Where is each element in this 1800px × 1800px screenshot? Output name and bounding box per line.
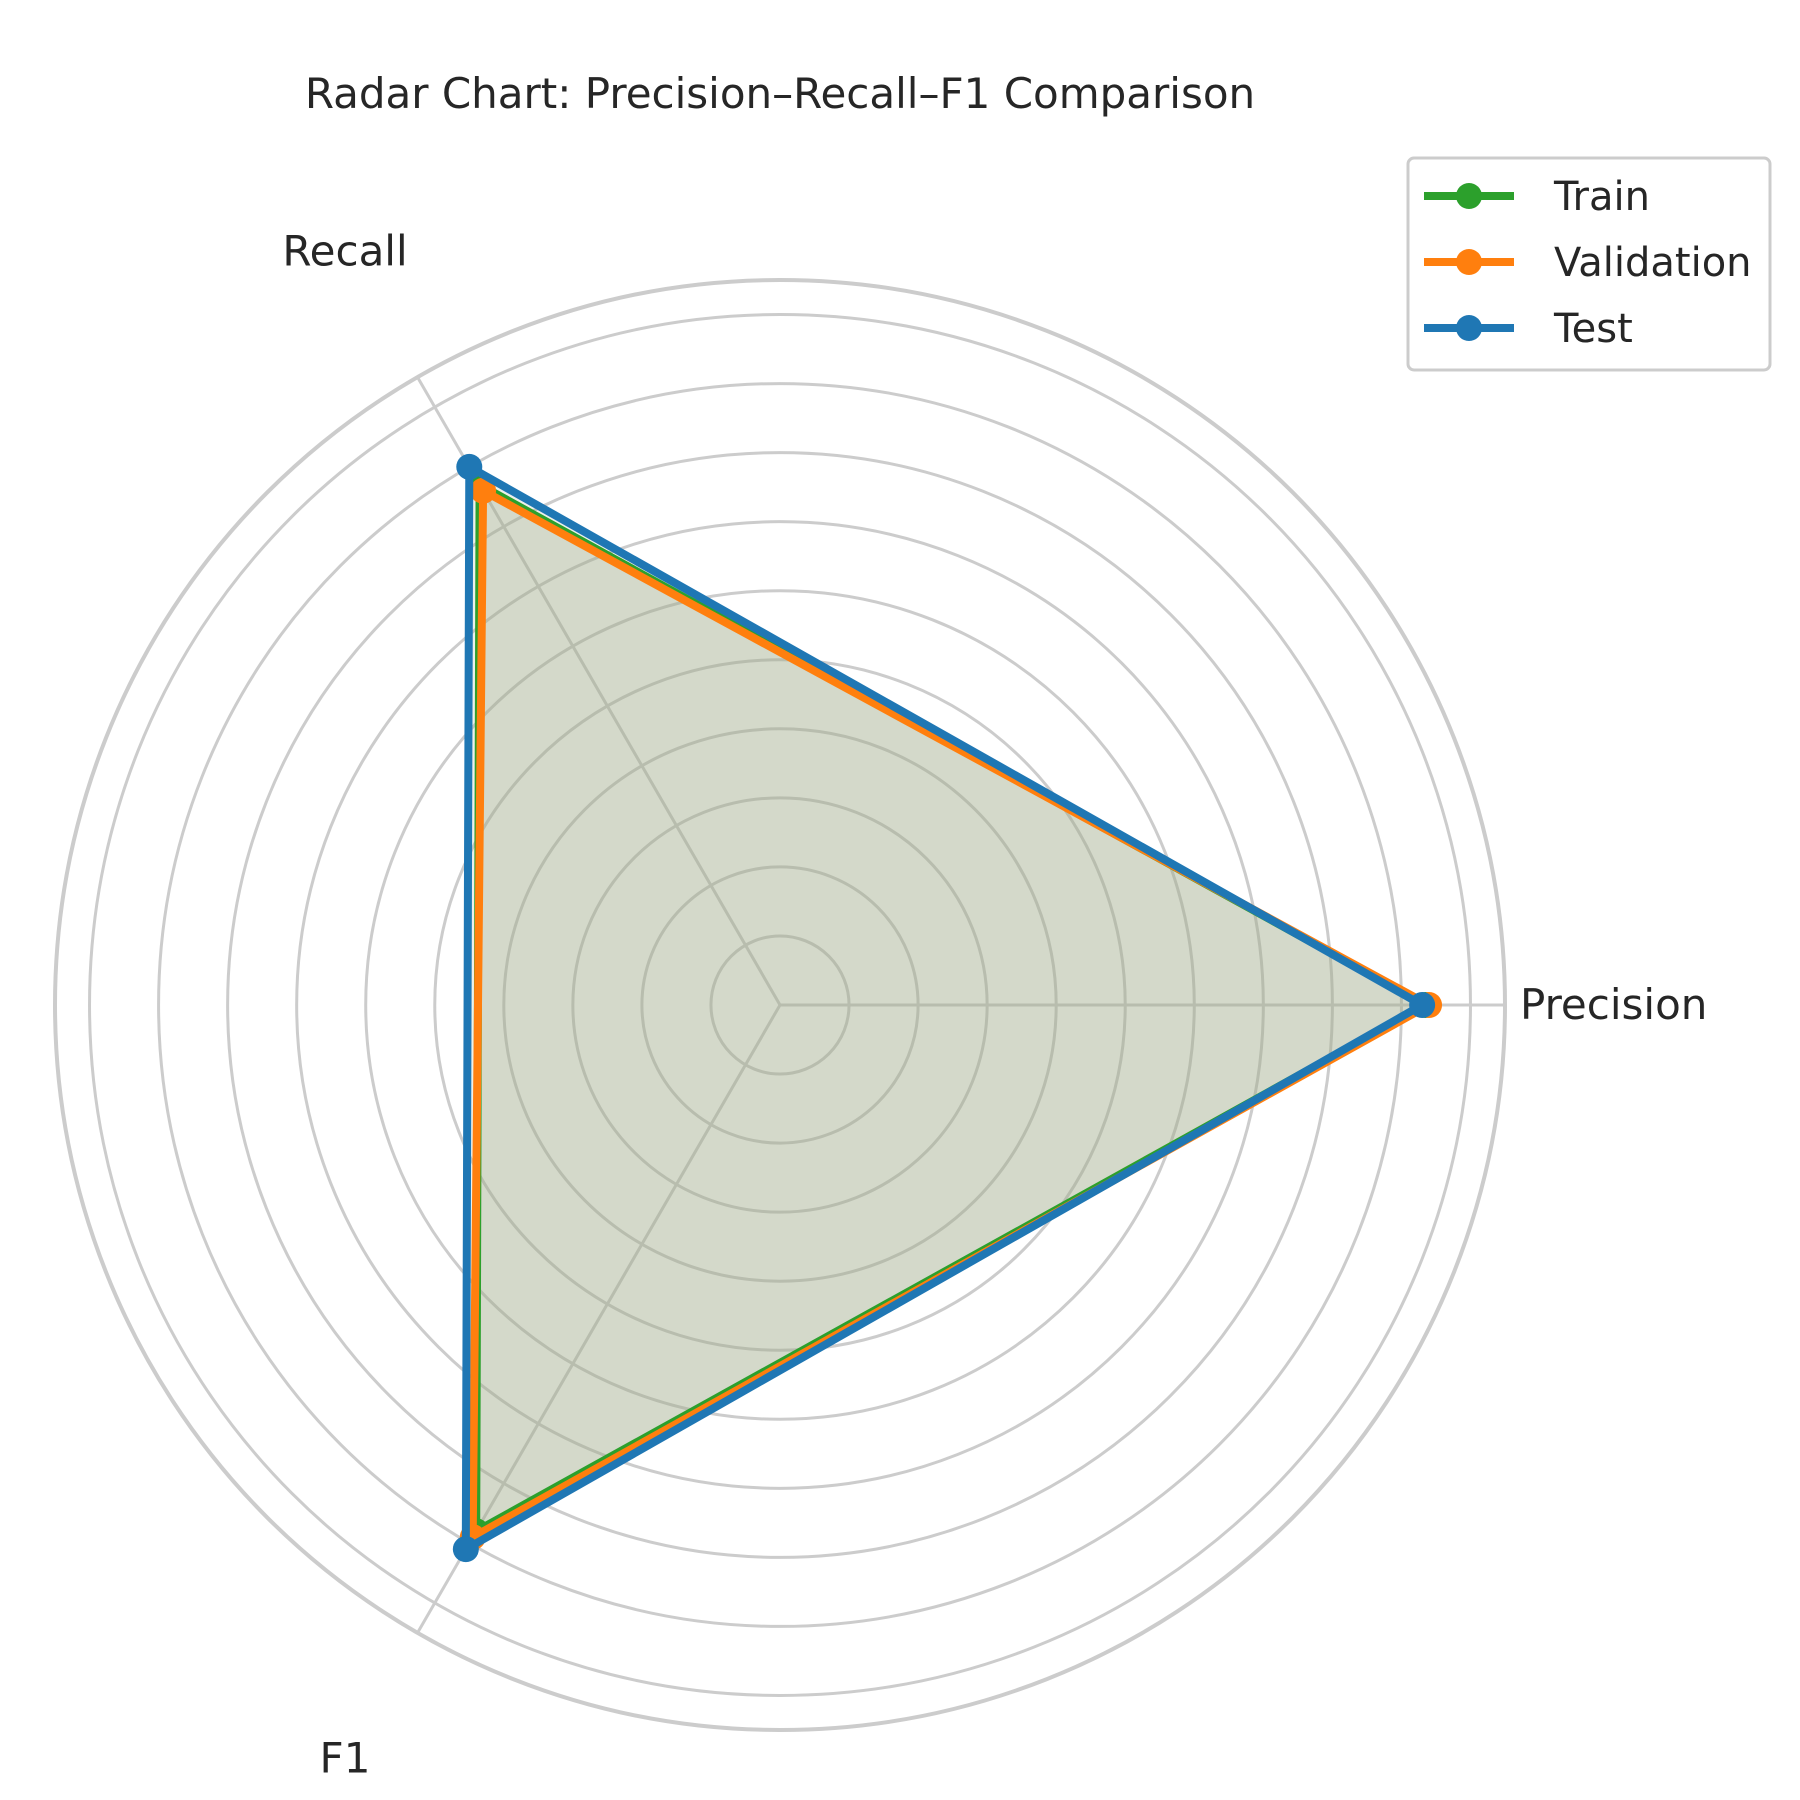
legend: Train Validation Test [1406,156,1772,372]
legend-swatch-marker-test [1456,315,1482,341]
legend-label-train: Train [1553,174,1650,220]
legend-label-test: Test [1553,306,1633,352]
point-validation-recall [470,477,497,504]
series-lines [452,453,1443,1563]
series-fills [465,466,1429,1550]
point-test-precision [1409,992,1436,1018]
series-fill-test [465,466,1423,1550]
legend-swatch-marker-train [1456,183,1482,209]
legend-swatch-marker-validation [1456,249,1482,275]
legend-label-validation: Validation [1554,240,1752,286]
axis-label-recall: Recall [282,227,407,276]
axis-label-precision: Precision [1520,980,1707,1029]
series-fill-train [476,484,1426,1532]
chart-title: Radar Chart: Precision–Recall–F1 Compari… [305,69,1255,118]
point-test-recall [456,453,483,480]
series-line-test [461,462,1427,1554]
series-fill-validation [472,490,1429,1538]
point-test-f1 [452,1536,479,1563]
axis-label-f1: F1 [320,1733,371,1782]
legend-box [1406,156,1772,372]
axis-labels: Precision Recall F1 [282,227,1707,1783]
